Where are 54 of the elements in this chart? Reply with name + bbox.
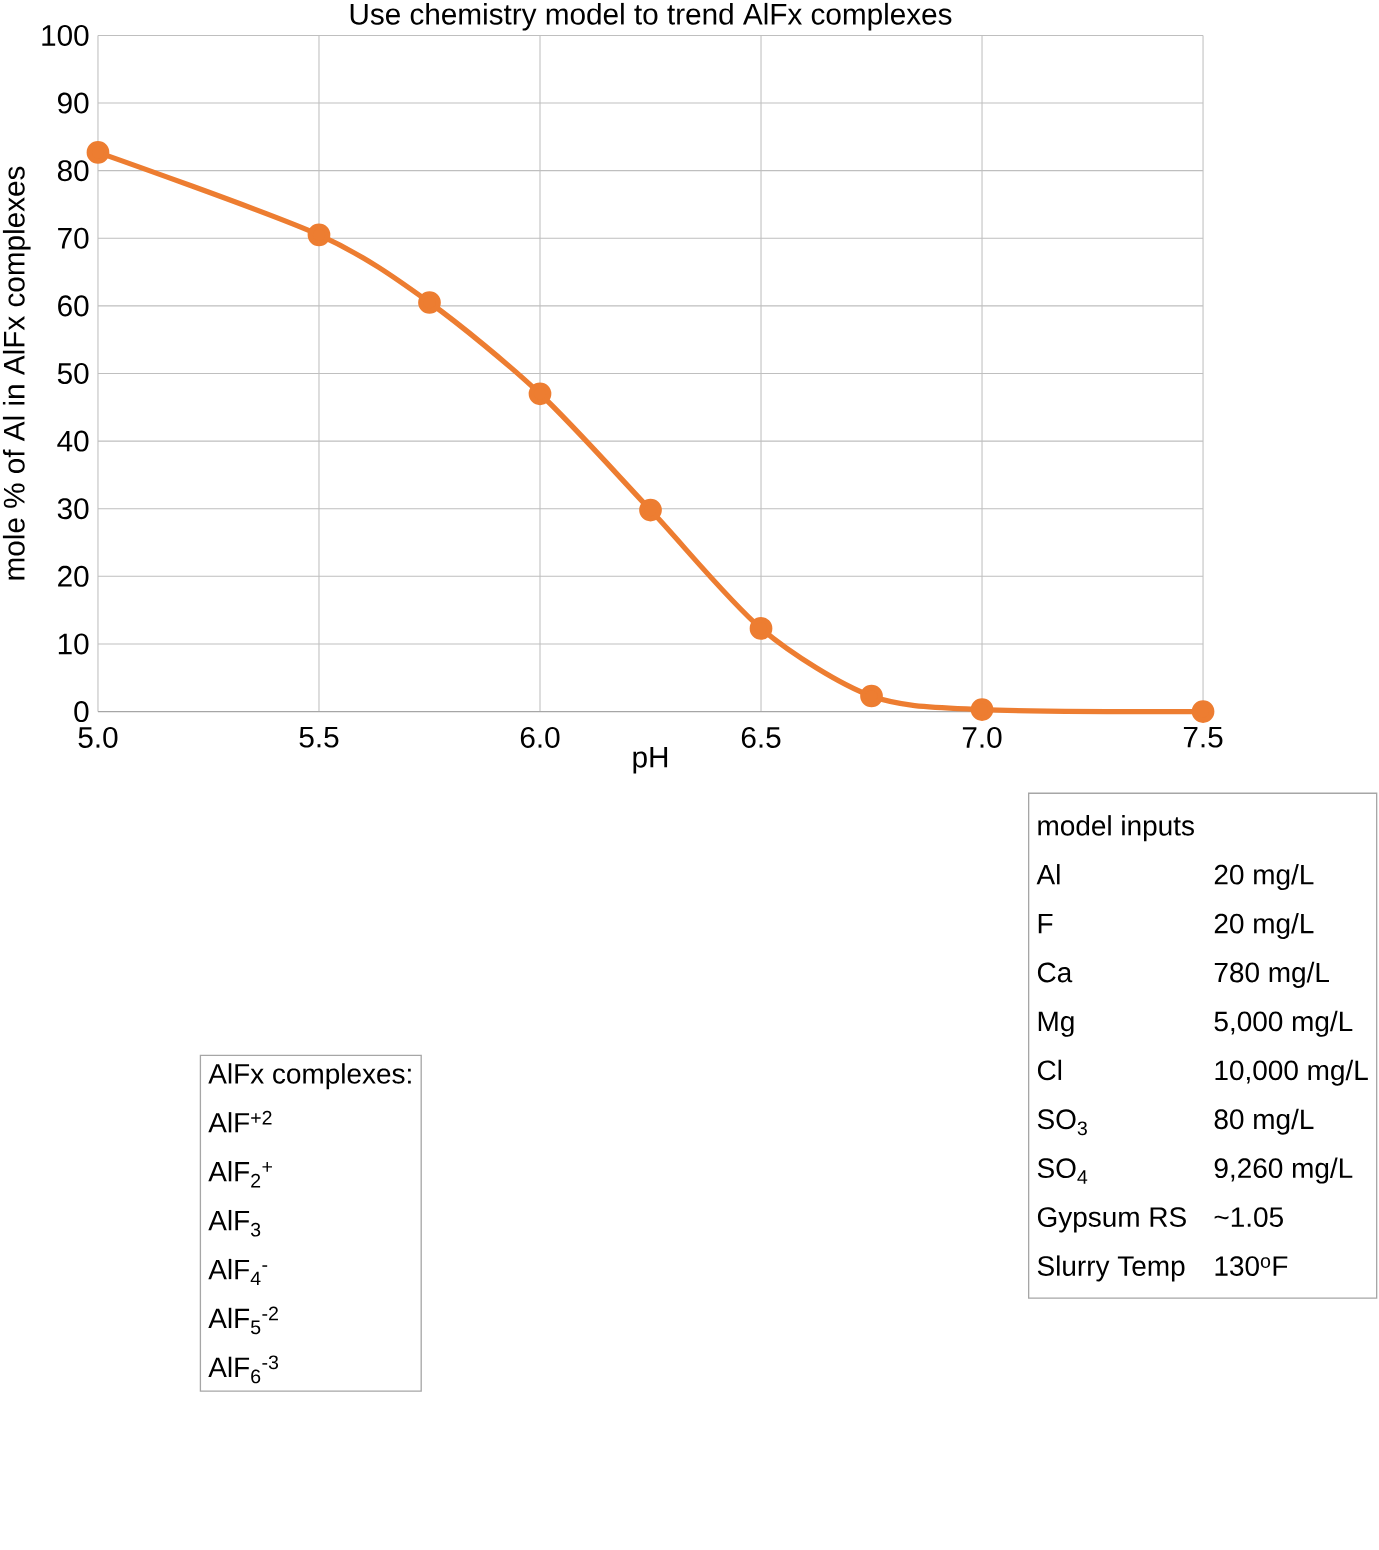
text: 9,260 mg/L (1214, 1157, 1353, 1184)
text: 130$^{o}$F (1215, 1256, 1288, 1276)
text: Al (1036, 864, 1060, 885)
text: AlF$_{2}$+ (208, 1161, 272, 1188)
point (307, 223, 331, 247)
y-tick-label: 10 (58, 633, 89, 655)
y-tick-label: 70 (58, 227, 89, 249)
y-tick-label: 80 (57, 160, 89, 182)
y-tick-label: 100 (42, 24, 89, 46)
text: Ca (1037, 962, 1073, 983)
point (639, 498, 662, 522)
y-tick-label: 60 (58, 295, 89, 317)
y-tick-label: 30 (57, 498, 89, 520)
x-tick-label: 5.0 (78, 726, 118, 748)
text: 20 mg/L (1214, 864, 1314, 891)
point (1191, 700, 1215, 723)
point (528, 382, 552, 406)
x-axis-title: pH (633, 746, 668, 774)
text: SO$_{3}$ (1037, 1109, 1087, 1136)
y-tick-label: 20 (58, 565, 89, 587)
text: Mg (1038, 1011, 1074, 1037)
text: Gypsum RS (1037, 1207, 1186, 1233)
y-tick-label: 40 (57, 430, 89, 452)
point (970, 698, 994, 721)
text: AlF$^{+2}$ (208, 1110, 272, 1133)
point (749, 617, 773, 640)
y-tick-label: 50 (57, 362, 89, 385)
x-tick-label: 6.0 (520, 726, 560, 748)
text: 10,000 mg/L (1215, 1059, 1368, 1086)
text: Cl (1037, 1059, 1062, 1081)
text: AlF$_{3}$ (208, 1209, 261, 1237)
text: Slurry Temp (1037, 1255, 1185, 1282)
text: model inputs (1038, 815, 1194, 842)
text: F (1038, 913, 1053, 934)
text: SO$_{4}$ (1037, 1158, 1088, 1184)
text: 5,000 mg/L (1214, 1010, 1353, 1037)
chart-title: Use chemistry model to trend AlFx complexes (350, 2, 952, 31)
x-tick-label: 7.5 (1183, 726, 1223, 748)
text: ~1.05 (1214, 1207, 1283, 1227)
y-tick-label: 0 (74, 701, 89, 723)
text: AlF$_{6}$-3 (208, 1355, 279, 1384)
text: 780 mg/L (1214, 961, 1329, 988)
text: AlF$_{4}$- (208, 1258, 268, 1286)
text: 20 mg/L (1214, 912, 1314, 939)
x-tick-label: 5.5 (299, 726, 339, 748)
y-tick-label: 90 (57, 92, 89, 114)
point (860, 684, 883, 708)
point (418, 291, 441, 314)
x-tick-label: 7.0 (962, 726, 1002, 748)
y-axis-title: mole % of Al in AlFx complexes (2, 166, 31, 580)
x-tick-label: 6.5 (741, 726, 781, 748)
text: AlF$_{5}$-2 (208, 1306, 278, 1335)
text: 80 mg/L (1214, 1108, 1314, 1135)
text: AlFx complexes: (208, 1063, 411, 1090)
